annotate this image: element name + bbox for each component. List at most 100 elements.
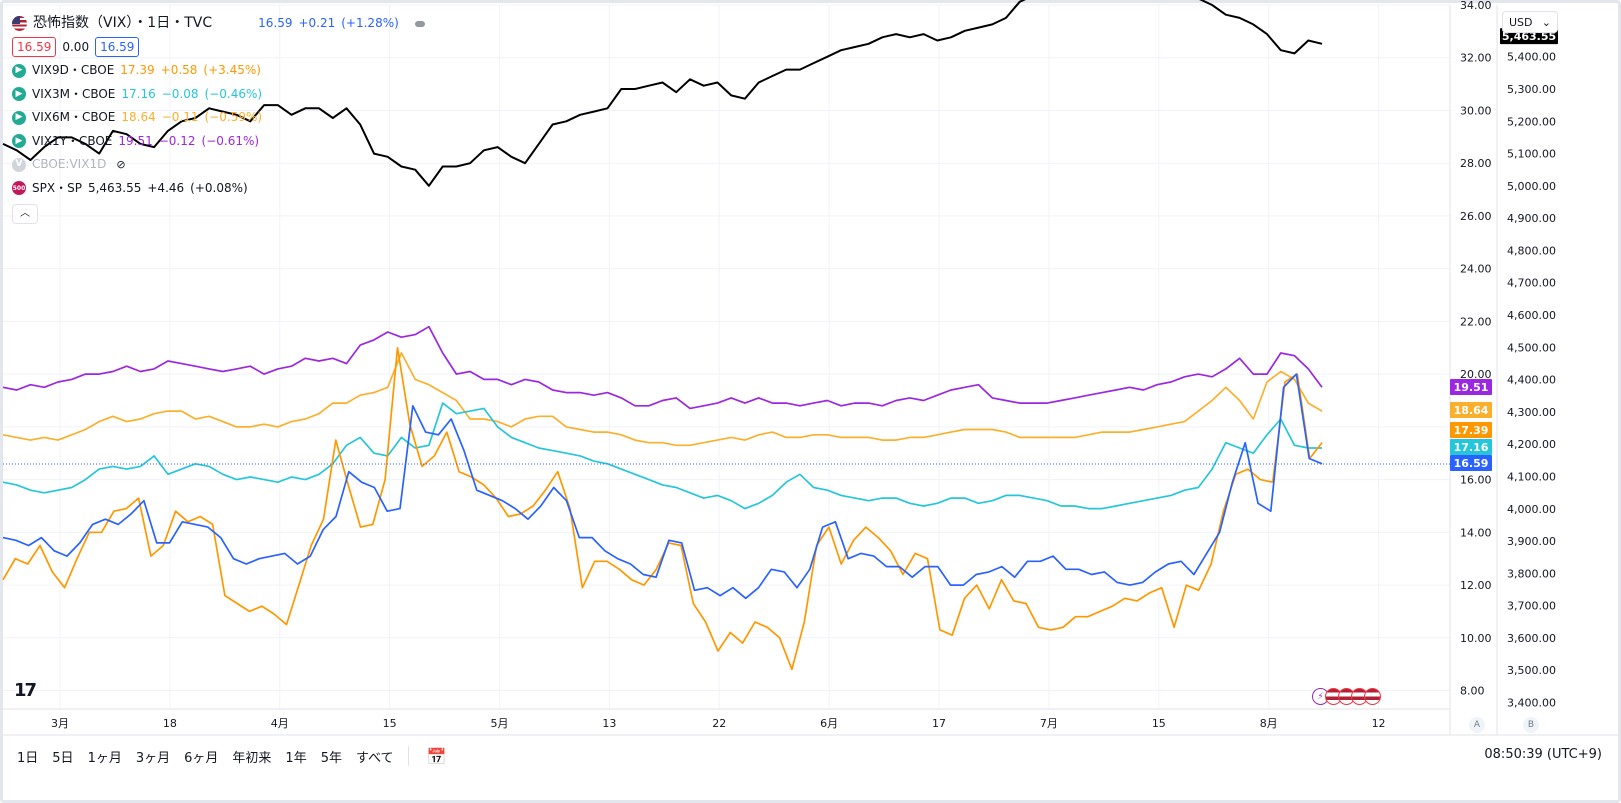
data-point [924, 565, 926, 567]
data-point [130, 513, 132, 515]
legend-main[interactable]: 恐怖指数（VIX）・1日・TVC 16.59 +0.21 (+1.28%) [12, 12, 425, 36]
period-button[interactable]: 6ヶ月 [184, 750, 219, 766]
data-point [593, 110, 595, 112]
tradingview-logo-icon[interactable]: 17 [14, 680, 37, 701]
data-point [551, 123, 553, 125]
data-point [629, 563, 631, 565]
data-point [895, 33, 897, 35]
chevron-up-icon[interactable]: ︿ [12, 203, 38, 224]
data-point [594, 560, 596, 562]
data-point [79, 542, 81, 544]
period-button[interactable]: 1年 [285, 750, 307, 766]
data-point [661, 484, 663, 486]
data-point [606, 560, 608, 562]
data-point [224, 594, 226, 596]
data-point [675, 444, 677, 446]
data-point [1293, 444, 1295, 446]
data-point [2, 481, 4, 483]
data-point [867, 402, 869, 404]
main-symbol-title[interactable]: 恐怖指数（VIX）・1日・TVC [33, 15, 213, 31]
data-point [565, 120, 567, 122]
data-point [2, 434, 4, 436]
data-point [732, 587, 734, 589]
data-point [527, 518, 529, 520]
period-button[interactable]: すべて [355, 750, 394, 766]
data-point [964, 386, 966, 388]
data-point [112, 370, 114, 372]
data-point [387, 386, 389, 388]
data-point [1148, 592, 1150, 594]
data-point [922, 399, 924, 401]
data-point [826, 55, 828, 57]
data-point [922, 436, 924, 438]
data-point [909, 436, 911, 438]
legend-series-row[interactable]: ▶ VIX3M・CBOE 17.16 −0.08 (−0.46%) [12, 83, 425, 107]
data-point [1087, 507, 1089, 509]
legend-symbol[interactable]: SPX・SP [32, 180, 82, 195]
data-point [16, 484, 18, 486]
data-point [991, 428, 993, 430]
minus-icon[interactable] [414, 20, 425, 27]
data-point [125, 365, 127, 367]
data-point [181, 521, 183, 523]
data-point [421, 465, 423, 467]
chevron-down-icon: ⌄ [1541, 15, 1551, 29]
data-point [1198, 589, 1200, 591]
period-button[interactable]: 1日 [17, 750, 39, 766]
currency-select[interactable]: USD ⌄ [1502, 11, 1558, 33]
legend-series-row[interactable]: V CBOE:VIX1D ⊘ [12, 153, 425, 177]
data-point [895, 497, 897, 499]
data-point [532, 505, 534, 507]
data-point [840, 494, 842, 496]
data-point [1307, 402, 1309, 404]
data-point [1183, 420, 1185, 422]
data-point [591, 536, 593, 538]
bid-price[interactable]: 16.59 [12, 37, 57, 58]
data-point [964, 497, 966, 499]
legend-symbol[interactable]: VIX1Y・CBOE [32, 133, 113, 148]
data-point [1046, 436, 1048, 438]
data-point [719, 594, 721, 596]
y-left-tick-label: 22.00 [1460, 315, 1492, 328]
us-flag-icon [12, 16, 27, 32]
hidden-eye-icon[interactable]: ⊘ [116, 158, 126, 171]
ask-price[interactable]: 16.59 [95, 37, 140, 58]
data-point [483, 484, 485, 486]
x-tick-label: 4月 [271, 717, 289, 730]
legend-symbol[interactable]: VIX3M・CBOE [32, 86, 116, 101]
y-right-tick-label: 5,300.00 [1507, 83, 1556, 96]
data-point [1266, 33, 1268, 35]
data-point [2, 143, 4, 145]
data-point [424, 431, 426, 433]
legend-series-row[interactable]: 500 SPX・SP 5,463.55 +4.46 (+0.08%) [12, 177, 425, 201]
data-point [207, 526, 209, 528]
calendar-goto-icon[interactable]: 📅 [426, 746, 447, 766]
period-button[interactable]: 年初来 [232, 750, 272, 766]
legend-symbol[interactable]: CBOE:VIX1D [32, 157, 107, 171]
legend-series-row[interactable]: ▶ VIX6M・CBOE 18.64 −0.11 (−0.59%) [12, 106, 425, 130]
data-point [39, 544, 41, 546]
data-point [950, 389, 952, 391]
period-button[interactable]: 5日 [52, 750, 74, 766]
legend-symbol[interactable]: VIX6M・CBOE [32, 110, 116, 124]
y-right-tick-label: 3,700.00 [1507, 600, 1556, 613]
data-point [335, 515, 337, 517]
data-point [1252, 452, 1254, 454]
data-point [977, 26, 979, 28]
legend-series-row[interactable]: ▶ VIX1Y・CBOE 19.51 −0.12 (−0.61%) [12, 130, 425, 154]
economic-events[interactable]: ⚡ [1312, 688, 1381, 705]
data-point [43, 386, 45, 388]
clock[interactable]: 08:50:39 (UTC+9) [1484, 747, 1602, 762]
auto-scale-button[interactable]: A [1469, 717, 1485, 733]
legend-series-row[interactable]: ▶ VIX9D・CBOE 17.39 +0.58 (+3.45%) [12, 59, 425, 83]
scale-b-button[interactable]: B [1523, 717, 1539, 733]
data-point [1295, 373, 1297, 375]
legend-symbol[interactable]: VIX9D・CBOE [32, 63, 115, 77]
period-button[interactable]: 3ヶ月 [135, 750, 171, 766]
period-button[interactable]: 5年 [320, 750, 342, 766]
period-button[interactable]: 1ヶ月 [87, 750, 122, 766]
us-event-flag-icon[interactable] [1364, 688, 1381, 705]
data-point [703, 85, 705, 87]
data-point [770, 568, 772, 570]
